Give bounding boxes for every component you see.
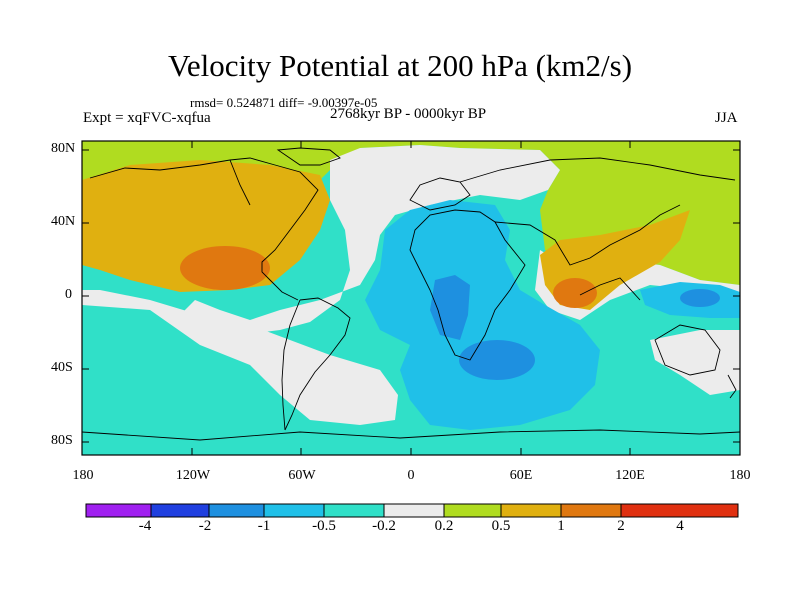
season-label: JJA	[715, 110, 738, 126]
colorbar-cell-9	[560, 503, 622, 518]
coastlines	[82, 147, 740, 441]
colorbar-label: -0.2	[372, 518, 396, 534]
colorbar-cell-8	[500, 503, 562, 518]
x-axis-label: 0	[407, 468, 415, 483]
x-axis-label: 120W	[175, 468, 211, 483]
colorbar-cell-4	[263, 503, 325, 518]
colorbar-label: -2	[198, 518, 212, 534]
y-axis-label: 40N	[51, 214, 76, 229]
x-axis-label: 180	[72, 468, 94, 483]
x-axis-label: 60W	[288, 468, 316, 483]
x-axis-label: 180	[729, 468, 751, 483]
colorbar	[85, 503, 739, 518]
field-min-westpacific	[680, 289, 720, 307]
map-plot-area	[82, 141, 740, 455]
colorbar-label: 0.2	[434, 518, 454, 534]
y-axis-label: 80S	[51, 433, 73, 448]
colorbar-label: -1	[257, 518, 271, 534]
x-axis-ticks	[191, 141, 631, 455]
period-label: 2768kyr BP - 0000kyr BP	[329, 106, 487, 122]
field-neutral-atlantic	[180, 145, 560, 335]
colorbar-label: 2	[617, 518, 625, 534]
colorbar-label: -0.5	[312, 518, 336, 534]
y-axis-label: 80N	[51, 141, 76, 156]
plot-title: Velocity Potential at 200 hPa (km2/s)	[167, 48, 633, 83]
colorbar-label: -4	[138, 518, 152, 534]
field-min-africa	[430, 275, 470, 340]
stats-text: rmsd= 0.524871 diff= -9.00397e-05	[190, 95, 378, 110]
colorbar-cell-6	[383, 503, 445, 518]
colorbar-cell-1	[85, 503, 152, 518]
y-axis-label: 0	[65, 287, 72, 302]
colorbar-label: 0.5	[491, 518, 511, 534]
field-max-northeastpacific	[180, 246, 270, 290]
colorbar-label: 1	[557, 518, 565, 534]
field-max-southasia	[553, 278, 597, 308]
x-axis-label: 60E	[509, 468, 533, 483]
field-positive-northamerica	[82, 160, 330, 292]
field-neutral-southpacific	[82, 290, 398, 425]
field-negative-africa	[365, 200, 600, 430]
experiment-label: Expt = xqFVC-xqfua	[83, 110, 211, 126]
colorbar-cell-10	[620, 503, 739, 518]
x-axis-label: 120E	[615, 468, 645, 483]
colorbar-cell-5	[323, 503, 385, 518]
y-axis-label: 40S	[51, 360, 73, 375]
y-axis-ticks	[82, 149, 740, 443]
colorbar-cell-3	[208, 503, 265, 518]
field-min-indianocean	[459, 340, 535, 380]
colorbar-cell-7	[443, 503, 502, 518]
colorbar-label: 4	[676, 518, 684, 534]
colorbar-cell-2	[150, 503, 210, 518]
